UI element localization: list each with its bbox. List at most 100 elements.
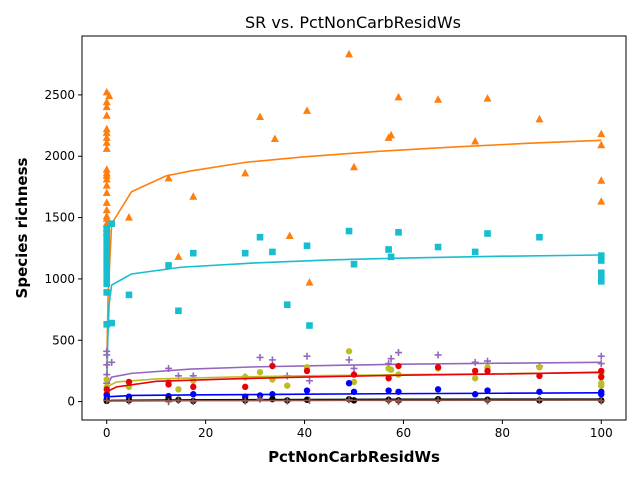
data-point [174,252,183,260]
chart-title: SR vs. PctNonCarbResidWs [245,13,461,32]
data-point [103,244,111,252]
data-point [395,349,403,357]
data-point [270,134,279,143]
data-point [241,168,250,177]
data-point [598,373,605,381]
data-point [350,364,358,372]
data-point [345,49,354,58]
data-point [597,140,606,149]
data-point [434,95,443,103]
data-point [189,249,197,257]
series-4 [103,362,605,401]
data-point [434,386,442,393]
data-point [597,257,605,264]
y-tick-label: 0 [67,395,75,409]
y-tick-label: 2500 [44,88,75,102]
data-point [536,233,543,241]
data-point [103,257,111,264]
data-point [597,352,605,360]
data-point [102,144,111,152]
data-point [103,351,111,359]
data-point [125,291,133,299]
series-5 [103,379,605,403]
data-point [598,367,605,375]
data-point [102,205,111,214]
data-point [598,382,605,389]
data-point [471,375,479,382]
data-point [350,162,358,171]
data-point [103,268,111,275]
data-point [285,231,294,239]
data-point [345,348,353,355]
data-point [385,387,392,394]
fit-line-2 [105,361,602,400]
data-point [471,248,479,256]
data-point [387,366,395,373]
data-point [124,213,133,221]
data-point [102,97,111,106]
data-point [189,398,197,406]
data-point [125,378,133,386]
data-point [103,396,111,404]
data-point [597,269,605,277]
data-point [434,243,442,251]
data-point [394,92,403,101]
data-point [103,232,111,240]
data-point [471,358,479,366]
data-point [387,130,396,139]
data-point [303,367,311,375]
data-point [175,386,182,393]
axes-frame [81,35,627,421]
data-point [102,111,111,119]
x-tick-label: 20 [198,426,213,440]
data-point [102,128,111,136]
data-point [387,355,395,363]
data-point [256,353,264,361]
data-point [108,220,115,228]
data-point [597,278,605,285]
fit-line-4 [105,371,602,401]
data-point [103,253,111,261]
data-point [102,138,111,146]
data-point [256,112,265,120]
data-point [102,198,111,206]
data-point [102,181,111,189]
data-point [597,273,605,280]
data-point [395,398,403,406]
data-point [471,367,479,375]
data-point [108,319,115,327]
data-point [345,379,353,387]
y-tick-label: 2000 [44,149,75,163]
data-point [597,360,605,368]
data-point [284,382,291,389]
data-point [165,381,172,388]
data-point [345,356,353,364]
data-point [103,376,110,383]
x-tick-label: 100 [590,426,613,440]
data-point [283,301,291,308]
data-point [103,236,111,243]
series-1 [103,220,605,397]
fit-line-5 [106,391,602,402]
x-axis-label: PctNonCarbResidWs [268,448,440,466]
data-point [241,249,249,257]
data-point [471,137,480,145]
data-point [165,262,172,269]
data-point [102,214,111,222]
data-point [103,321,111,328]
data-point [242,383,249,391]
data-point [303,352,311,360]
data-point [190,383,197,391]
data-point [108,358,116,366]
data-point [269,248,276,256]
data-point [484,387,491,394]
data-point [350,378,358,386]
data-point [395,362,402,370]
data-point [434,351,442,359]
data-point [345,227,353,235]
data-point [103,249,111,257]
data-point [484,367,491,375]
y-tick-label: 500 [52,333,75,347]
data-point [103,263,111,270]
